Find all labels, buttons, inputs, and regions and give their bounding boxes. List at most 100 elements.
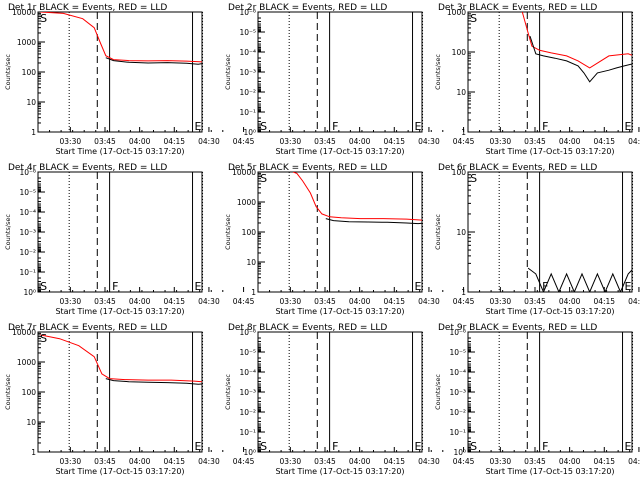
plot-frame bbox=[467, 171, 633, 293]
x-tick-label: 03:30 bbox=[490, 137, 512, 146]
panel-det-8: Det 8r BLACK = Events, RED = LLD 10⁰ 10⁻¹ 1… bbox=[224, 323, 475, 476]
x-tick-label: 03:45 bbox=[524, 297, 546, 306]
x-tick-label: 04:00 bbox=[349, 297, 371, 306]
plot-frame bbox=[37, 11, 203, 133]
x-tick-label: 04:00 bbox=[349, 137, 371, 146]
series-lld bbox=[292, 172, 422, 221]
y-tick-label: 1000 bbox=[447, 8, 466, 17]
x-tick-label: 03:45 bbox=[94, 137, 116, 146]
panel-title: Det 6r BLACK = Events, RED = LLD bbox=[438, 163, 597, 173]
x-tick-label: 03:30 bbox=[490, 457, 512, 466]
y-tick-label: 10⁰ bbox=[243, 128, 256, 137]
y-tick-label: 1 bbox=[461, 128, 466, 137]
panel-det-5: Det 5r BLACK = Events, RED = LLD 1 10 100 10… bbox=[224, 163, 475, 316]
marker-E: E bbox=[415, 440, 422, 453]
y-tick-label: 10⁰ bbox=[23, 288, 36, 297]
y-tick-label: 10⁰ bbox=[243, 448, 256, 457]
x-tick-label: 03:45 bbox=[314, 457, 336, 466]
x-tick-label: 03:30 bbox=[280, 457, 302, 466]
marker-F: F bbox=[542, 120, 548, 133]
y-axis-label: Counts/sec bbox=[4, 54, 12, 90]
y-tick-label: 10000 bbox=[12, 8, 36, 17]
x-tick-label: 04:30 bbox=[198, 457, 220, 466]
marker-E: E bbox=[415, 120, 422, 133]
series-events bbox=[325, 218, 422, 225]
x-axis-label: Start Time (17-Oct-15 03:17:20) bbox=[485, 147, 614, 156]
marker-S: S bbox=[40, 12, 47, 25]
y-tick-label: 10⁻³ bbox=[239, 388, 256, 397]
x-tick-label: 04:15 bbox=[383, 137, 405, 146]
x-tick-label: 04:15 bbox=[593, 137, 615, 146]
plot-frame bbox=[257, 331, 423, 453]
x-tick-label: 04:45 bbox=[453, 457, 475, 466]
panel-title: Det 7r BLACK = Events, RED = LLD bbox=[8, 323, 167, 333]
x-tick-label: 03:30 bbox=[60, 297, 82, 306]
y-tick-label: 10⁻² bbox=[19, 248, 36, 257]
y-axis-label: Counts/sec bbox=[224, 374, 232, 410]
x-tick-label: 04:45 bbox=[453, 297, 475, 306]
marker-F: F bbox=[112, 280, 118, 293]
x-tick-label: 04:30 bbox=[628, 297, 640, 306]
x-tick-label: 04:45 bbox=[233, 457, 255, 466]
y-tick-label: 1 bbox=[31, 448, 36, 457]
marker-S: S bbox=[470, 440, 477, 453]
panel-title: Det 8r BLACK = Events, RED = LLD bbox=[228, 323, 387, 333]
marker-S: S bbox=[260, 440, 267, 453]
y-tick-label: 10⁻³ bbox=[19, 228, 36, 237]
marker-S: S bbox=[470, 12, 477, 25]
y-tick-label: 1000 bbox=[17, 358, 36, 367]
y-tick-label: 1000 bbox=[17, 38, 36, 47]
plot-frame bbox=[257, 171, 423, 293]
x-tick-label: 03:45 bbox=[314, 137, 336, 146]
panel-title: Det 5r BLACK = Events, RED = LLD bbox=[228, 163, 387, 173]
y-tick-label: 10⁻⁶ bbox=[239, 8, 256, 17]
x-axis-label: Start Time (17-Oct-15 03:17:20) bbox=[485, 467, 614, 476]
x-tick-label: 04:15 bbox=[383, 297, 405, 306]
y-axis-label: Counts/sec bbox=[434, 374, 442, 410]
series-events bbox=[105, 57, 202, 65]
x-tick-label: 04:15 bbox=[163, 137, 185, 146]
marker-E: E bbox=[195, 280, 202, 293]
y-axis-label: Counts/sec bbox=[4, 214, 12, 250]
series-events bbox=[529, 35, 632, 83]
series-events bbox=[105, 378, 202, 385]
x-axis-label: Start Time (17-Oct-15 03:17:20) bbox=[275, 467, 404, 476]
marker-S: S bbox=[260, 120, 267, 133]
y-tick-label: 10⁻¹ bbox=[449, 428, 466, 437]
y-tick-label: 10⁻⁴ bbox=[449, 368, 466, 377]
y-tick-label: 100 bbox=[452, 48, 467, 57]
marker-F: F bbox=[332, 120, 338, 133]
y-tick-label: 10⁻⁴ bbox=[239, 368, 256, 377]
plot-frame bbox=[257, 11, 423, 133]
panel-det-4: Det 4r BLACK = Events, RED = LLD 10⁰ 10⁻¹ 1… bbox=[4, 163, 255, 316]
y-axis-label: Counts/sec bbox=[224, 54, 232, 90]
y-tick-label: 10⁻⁵ bbox=[19, 188, 36, 197]
y-tick-label: 10⁰ bbox=[453, 448, 466, 457]
panel-det-6: Det 6r BLACK = Events, RED = LLD 1 10 100 Co… bbox=[434, 163, 640, 316]
y-tick-label: 10⁻⁵ bbox=[239, 348, 256, 357]
y-axis-label: Counts/sec bbox=[4, 374, 12, 410]
x-tick-label: 04:00 bbox=[559, 457, 581, 466]
y-tick-label: 10⁻¹ bbox=[19, 268, 36, 277]
y-tick-label: 10⁻⁵ bbox=[239, 28, 256, 37]
y-axis-label: Counts/sec bbox=[434, 214, 442, 250]
x-tick-label: 04:30 bbox=[628, 137, 640, 146]
series-lld bbox=[521, 12, 632, 69]
x-tick-label: 04:45 bbox=[233, 297, 255, 306]
panel-det-2: Det 2r BLACK = Events, RED = LLD 10⁰ 10⁻¹ 1… bbox=[224, 3, 475, 156]
x-tick-label: 04:15 bbox=[593, 297, 615, 306]
x-axis-label: Start Time (17-Oct-15 03:17:20) bbox=[55, 147, 184, 156]
marker-E: E bbox=[195, 440, 202, 453]
y-tick-label: 10 bbox=[246, 258, 256, 267]
x-tick-label: 03:30 bbox=[60, 137, 82, 146]
y-tick-label: 10⁻¹ bbox=[239, 428, 256, 437]
y-tick-label: 100 bbox=[242, 228, 257, 237]
y-tick-label: 10 bbox=[456, 228, 466, 237]
marker-F: F bbox=[332, 440, 338, 453]
marker-E: E bbox=[195, 120, 202, 133]
marker-S: S bbox=[470, 172, 477, 185]
x-tick-label: 04:00 bbox=[129, 297, 151, 306]
y-tick-label: 1 bbox=[461, 288, 466, 297]
x-tick-label: 04:00 bbox=[349, 457, 371, 466]
y-tick-label: 10⁻⁶ bbox=[19, 168, 36, 177]
